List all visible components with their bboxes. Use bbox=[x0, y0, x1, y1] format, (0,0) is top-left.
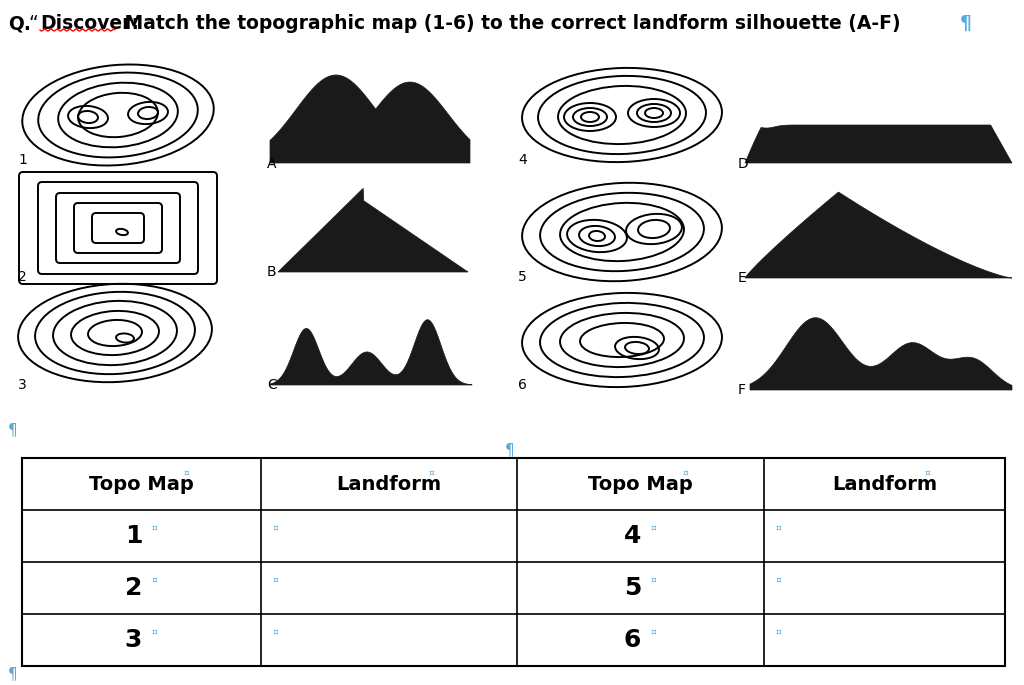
Text: ¤: ¤ bbox=[650, 575, 656, 584]
Polygon shape bbox=[270, 75, 470, 163]
Text: 2: 2 bbox=[125, 576, 142, 600]
Text: ¤: ¤ bbox=[776, 523, 781, 532]
Text: 4: 4 bbox=[518, 153, 526, 167]
Text: ¤: ¤ bbox=[273, 627, 279, 636]
Text: ¤: ¤ bbox=[273, 575, 279, 584]
Text: Match the topographic map (1-6) to the correct landform silhouette (A-F): Match the topographic map (1-6) to the c… bbox=[118, 14, 901, 33]
Text: F: F bbox=[738, 383, 746, 397]
Text: ¤: ¤ bbox=[776, 575, 781, 584]
Polygon shape bbox=[750, 318, 1012, 390]
Text: ¤: ¤ bbox=[152, 523, 158, 532]
Text: 6: 6 bbox=[518, 378, 527, 392]
Text: 3: 3 bbox=[18, 378, 27, 392]
Text: ¤: ¤ bbox=[152, 627, 158, 636]
Polygon shape bbox=[745, 125, 1012, 163]
Text: 5: 5 bbox=[624, 576, 641, 600]
Text: Landform: Landform bbox=[831, 475, 937, 493]
Text: ¶: ¶ bbox=[8, 422, 17, 437]
Text: 2: 2 bbox=[18, 270, 27, 284]
Text: Discover:: Discover: bbox=[40, 14, 139, 33]
Text: 1: 1 bbox=[125, 524, 142, 548]
Polygon shape bbox=[278, 188, 468, 272]
Text: B: B bbox=[267, 265, 276, 279]
Text: 4: 4 bbox=[624, 524, 641, 548]
Text: ¤: ¤ bbox=[650, 523, 656, 532]
Text: Landform: Landform bbox=[337, 475, 441, 493]
Text: Q.: Q. bbox=[8, 14, 31, 33]
Bar bbox=[22, 458, 1005, 666]
Text: D: D bbox=[738, 157, 749, 171]
Text: E: E bbox=[738, 271, 746, 285]
Text: ¤: ¤ bbox=[152, 575, 158, 584]
Text: ¤: ¤ bbox=[183, 468, 189, 477]
Text: C: C bbox=[267, 378, 276, 392]
Text: ¶: ¶ bbox=[961, 14, 972, 33]
Polygon shape bbox=[270, 320, 472, 385]
Text: Topo Map: Topo Map bbox=[89, 475, 194, 493]
Text: ¶: ¶ bbox=[8, 666, 17, 681]
Text: ¤: ¤ bbox=[925, 468, 930, 477]
Text: “: “ bbox=[28, 14, 38, 33]
Text: 1: 1 bbox=[18, 153, 27, 167]
Text: Topo Map: Topo Map bbox=[588, 475, 693, 493]
Text: 6: 6 bbox=[624, 628, 641, 652]
Text: 3: 3 bbox=[125, 628, 142, 652]
Text: A: A bbox=[267, 157, 276, 171]
Text: ¤: ¤ bbox=[776, 627, 781, 636]
Text: ¤: ¤ bbox=[273, 523, 279, 532]
Text: ¤: ¤ bbox=[683, 468, 688, 477]
Text: ¶: ¶ bbox=[505, 442, 515, 457]
Polygon shape bbox=[745, 192, 1012, 278]
Text: ¤: ¤ bbox=[650, 627, 656, 636]
Text: ¤: ¤ bbox=[429, 468, 435, 477]
Text: 5: 5 bbox=[518, 270, 526, 284]
